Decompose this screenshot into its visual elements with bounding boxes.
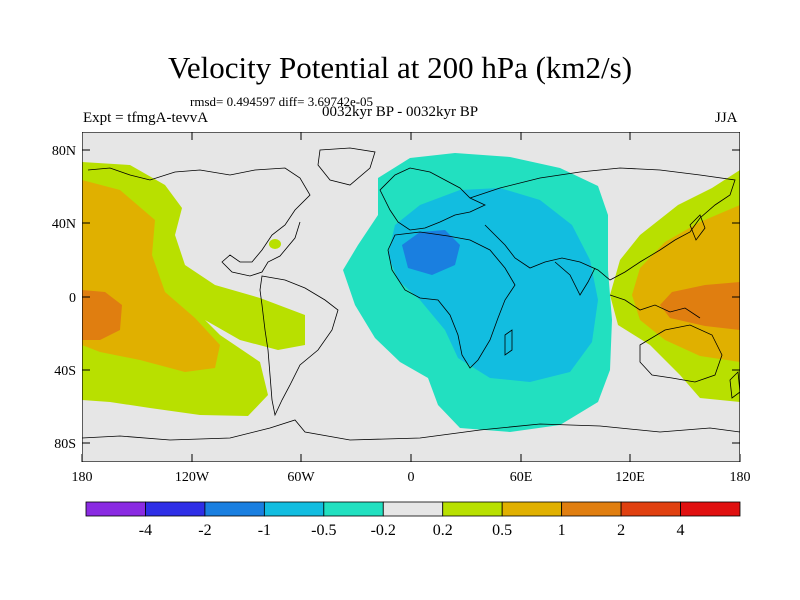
colorbar-label: -4 — [139, 522, 152, 539]
lat-tick-label: 80N — [52, 144, 76, 159]
contour-region-pos-0.2-atlantic — [269, 239, 281, 249]
coast-europe — [379, 167, 486, 231]
coast-africa — [387, 231, 516, 369]
coast-new-zealand — [729, 371, 740, 399]
colorbar-swatch — [501, 501, 563, 517]
colorbar-label: 2 — [617, 522, 625, 539]
lon-tick-label: 180 — [72, 470, 93, 485]
lon-tick-label: 60E — [510, 470, 533, 485]
map-panel — [82, 132, 740, 462]
lat-tick-label: 40N — [52, 217, 76, 232]
stats-label: rmsd= 0.494597 diff= 3.69742e-05 — [190, 94, 374, 109]
coast-india — [554, 261, 596, 296]
colorbar-swatch — [85, 501, 146, 517]
coast-asia — [469, 167, 736, 281]
colorbar-label: 0.5 — [492, 522, 512, 539]
colorbar-label: 4 — [677, 522, 685, 539]
colorbar-swatch — [382, 501, 444, 517]
colorbar-swatch — [561, 501, 622, 517]
colorbar-swatch — [323, 501, 384, 517]
coast-south-america — [259, 275, 339, 417]
contour-region-neg-1 — [402, 230, 460, 275]
coast-antarctica — [82, 419, 740, 441]
lat-tick-label: 0 — [69, 291, 76, 306]
colorbar-swatch — [204, 501, 265, 517]
colorbar-label: -0.5 — [311, 522, 336, 539]
lon-axis — [81, 132, 741, 462]
lon-tick-label: 60W — [287, 470, 315, 485]
colorbar-label: -0.2 — [371, 522, 396, 539]
coast-north-america — [87, 167, 311, 277]
coast-japan — [689, 214, 706, 241]
period-label: 0032kyr BP - 0032kyr BP — [322, 104, 479, 120]
lat-tick-label: 40S — [54, 364, 76, 379]
colorbar: -4 -2 -1 -0.5 -0.2 0.2 0.5 1 2 4 — [85, 501, 741, 539]
coast-greenland — [317, 147, 376, 186]
coast-madagascar — [504, 329, 513, 356]
colorbar-swatch — [263, 501, 325, 517]
lon-tick-label: 120W — [175, 470, 210, 485]
colorbar-swatch — [620, 501, 681, 517]
colorbar-label: 1 — [558, 522, 566, 539]
lat-tick-label: 80S — [54, 437, 76, 452]
colorbar-swatch — [680, 501, 741, 517]
plot-title: Velocity Potential at 200 hPa (km2/s) — [167, 50, 633, 85]
contour-region-pos-1-west — [82, 290, 122, 340]
colorbar-label: 0.2 — [433, 522, 453, 539]
season-label: JJA — [715, 110, 738, 126]
coastlines — [82, 147, 740, 441]
lon-tick-label: 180 — [730, 470, 751, 485]
lon-tick-label: 0 — [408, 470, 415, 485]
colorbar-label: -2 — [198, 522, 211, 539]
contour-region-pos-1-east — [660, 282, 740, 330]
experiment-label: Expt = tfmgA-tevvA — [83, 110, 209, 126]
coast-maritime-continent — [609, 294, 701, 319]
colorbar-label: -1 — [258, 522, 271, 539]
coast-australia — [639, 324, 723, 383]
colorbar-swatch — [145, 501, 206, 517]
lat-axis — [82, 149, 740, 444]
lon-tick-label: 120E — [615, 470, 645, 485]
colorbar-swatch — [442, 501, 503, 517]
